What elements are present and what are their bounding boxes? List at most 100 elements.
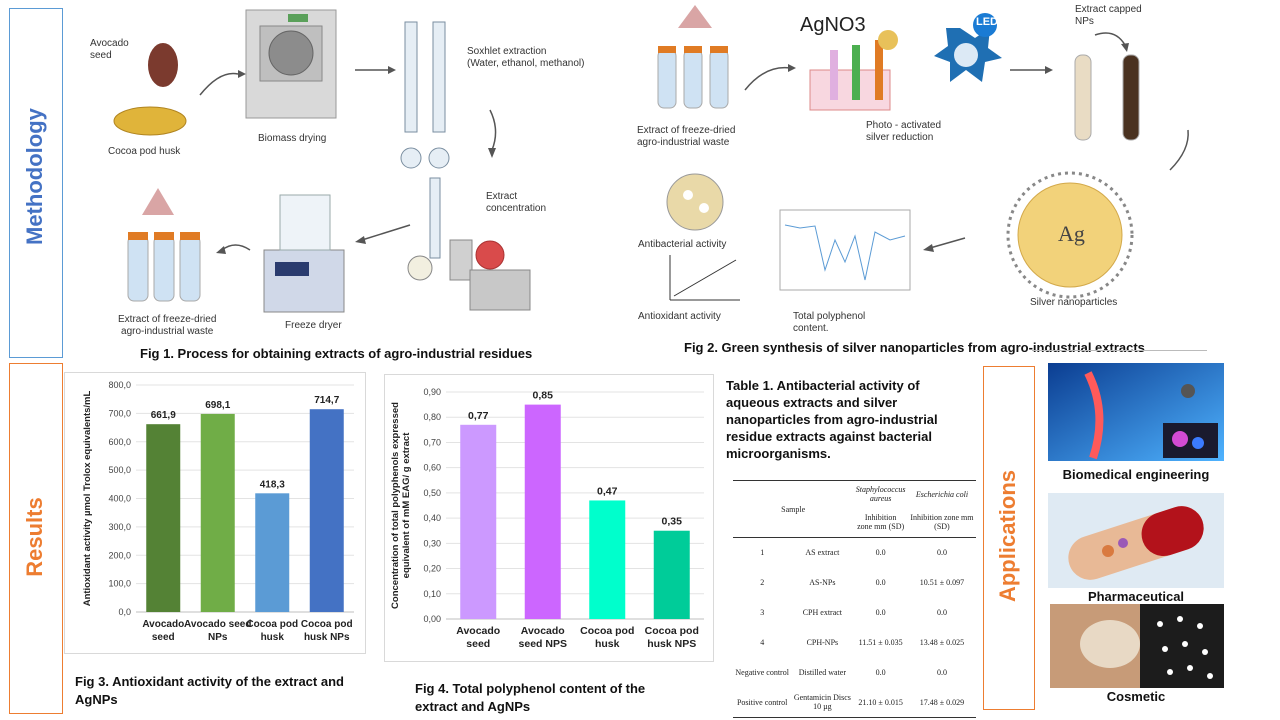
table1-header-ecoli: Escherichia coli: [915, 489, 969, 499]
table-cell: 0.0: [875, 668, 886, 677]
antioxidant-label: Antioxidant activity: [638, 311, 721, 322]
table-cell: 0.0: [875, 548, 886, 558]
capped-nps-tubes-image: [1074, 54, 1140, 141]
table-row: Negative control Distilled water 0.0 0.0: [733, 658, 976, 688]
fig2-synthesis-diagram: [657, 5, 1189, 301]
table-row: 2 AS-NPs 0.0 10.51 ± 0.097: [733, 568, 976, 598]
table-cell: 17.48 ± 0.029: [919, 697, 965, 707]
results-panel: [9, 363, 63, 714]
x-tick-label: Avocado seed: [142, 619, 184, 643]
y-tick-label: 0,60: [423, 463, 441, 473]
table-cell: Distilled water: [798, 668, 847, 677]
data-label: 0,47: [597, 485, 618, 497]
table1-header-staph: Staphylococcus aureus: [855, 485, 906, 503]
freeze-dryer-image: [263, 194, 345, 313]
test-tube-rack-image: [809, 30, 898, 111]
x-tick-label: Avocado seed NPs: [184, 619, 251, 643]
y-tick-label: 300,0: [108, 522, 131, 532]
table1-header-sample: Sample: [733, 480, 854, 538]
table-cell: 0.0: [875, 578, 886, 587]
table-cell: 2: [760, 578, 765, 587]
data-label: 714,7: [314, 395, 339, 406]
x-tick-label: Cocoa pod husk NPs: [301, 619, 353, 643]
ir-spectrum-image: [779, 209, 911, 291]
y-tick-label: 800,0: [108, 380, 131, 390]
table-cell: 21.10 ± 0.015: [858, 697, 903, 707]
data-label: 0,35: [662, 516, 683, 528]
y-tick-label: 0,40: [423, 513, 441, 523]
fig2-caption: Fig 2. Green synthesis of silver nanopar…: [684, 340, 1145, 355]
extract-concentration-label: Extract concentration: [486, 191, 547, 214]
table-cell: 0.0: [936, 668, 947, 677]
table-cell: AS extract: [805, 548, 840, 558]
y-tick-label: 0,80: [423, 412, 441, 422]
total-polyphenol-label: Total polyphenol content.: [793, 311, 866, 334]
fig4-caption: Fig 4. Total polyphenol content of the e…: [415, 681, 646, 714]
cosmetic-image: [1050, 604, 1224, 688]
fig1-process-diagram: [113, 9, 531, 313]
avocado-seed-label: Avocado seed: [90, 38, 129, 61]
y-tick-label: 700,0: [108, 408, 131, 418]
led-label: LED: [976, 16, 998, 28]
table-cell: 0.0: [936, 608, 947, 617]
table-cell: AS-NPs: [809, 578, 836, 587]
table1-header-zone-ecoli: Inhibition zone mm (SD): [907, 507, 976, 538]
y-tick-label: 0,30: [423, 538, 441, 548]
fig4-polyphenol-chart: 0,00 0,10 0,20 0,30 0,40 0,50 0,60 0,70 0,80 0,90…: [390, 387, 704, 650]
results-label: Results: [22, 497, 47, 577]
y-axis-label: Antioxidant activity µmol Trolox equival…: [82, 391, 93, 607]
table1-caption: Table 1. Antibacterial activity of aqueo…: [726, 378, 938, 461]
y-tick-label: 0,20: [423, 564, 441, 574]
table-cell: 10.51 ± 0.097: [919, 578, 965, 587]
x-tick-label: Avocado seed: [456, 625, 500, 650]
table-cell: 13.48 ± 0.025: [919, 638, 965, 647]
methodology-panel: [9, 8, 63, 358]
calibration-graph-image: [669, 255, 740, 301]
led-lamp-icon: [934, 13, 1002, 82]
table-cell: Negative control: [735, 668, 789, 677]
silver-nanoparticles-label: Silver nanoparticles: [1030, 297, 1118, 308]
table-row: Positive control Gentamicin Discs 10 µg …: [733, 688, 976, 718]
table-cell: 1: [760, 548, 765, 558]
bar: [200, 413, 235, 612]
y-tick-label: 0,70: [423, 437, 441, 447]
x-tick-label: Avocado seed NPS: [519, 625, 567, 650]
table-row: 4 CPH-NPs 11.51 ± 0.035 13.48 ± 0.025: [733, 628, 976, 658]
table1: Sample Staphylococcus aureus Escherichia…: [733, 480, 976, 718]
table-cell: 3: [760, 608, 765, 617]
fig3-antioxidant-chart: 0,0 100,0 200,0 300,0 400,0 500,0 600,0 700,0 80…: [82, 380, 354, 643]
y-tick-label: 200,0: [108, 550, 131, 560]
photo-activated-label: Photo - activated silver reduction: [866, 120, 942, 143]
y-tick-label: 0,50: [423, 488, 441, 498]
bar: [309, 409, 344, 612]
y-tick-label: 0,0: [118, 607, 131, 617]
silver-nanoparticle-image: [1006, 171, 1134, 299]
y-tick-label: 600,0: [108, 437, 131, 447]
table-row: 1 AS extract 0.0 0.0: [733, 538, 976, 568]
data-label: 661,9: [151, 410, 176, 421]
petri-dish-image: [666, 173, 724, 231]
methodology-label: Methodology: [22, 108, 47, 245]
data-label: 0,77: [468, 410, 489, 422]
bar: [524, 404, 561, 619]
fig3-caption: Fig 3. Antioxidant activity of the extra…: [75, 674, 344, 707]
extract-tubes-image: [127, 188, 201, 302]
bar: [460, 424, 497, 619]
antibacterial-label: Antibacterial activity: [638, 239, 727, 250]
cocoa-pod-image: [113, 106, 187, 136]
cosmetic-label: Cosmetic: [1106, 689, 1166, 704]
x-tick-label: Cocoa pod husk: [580, 625, 634, 650]
biomedical-image: [1048, 363, 1224, 461]
extract-capped-label: Extract capped NPs: [1075, 4, 1142, 27]
applications-label: Applications: [995, 470, 1020, 603]
y-tick-label: 0,00: [423, 614, 441, 624]
table-cell: Gentamicin Discs 10 µg: [793, 693, 851, 712]
agno3-label: AgNO3: [800, 14, 866, 36]
rotary-evaporator-image: [407, 177, 531, 311]
soxhlet-label: Soxhlet extraction (Water, ethanol, meth…: [467, 46, 585, 69]
biomass-drying-label: Biomass drying: [258, 133, 327, 144]
fig2-caption-rule: [1032, 350, 1207, 351]
fig1-extract-label: Extract of freeze-dried agro-industrial …: [118, 314, 217, 337]
table-cell: 11.51 ± 0.035: [858, 638, 903, 647]
extract-tubes-image: [657, 5, 729, 109]
